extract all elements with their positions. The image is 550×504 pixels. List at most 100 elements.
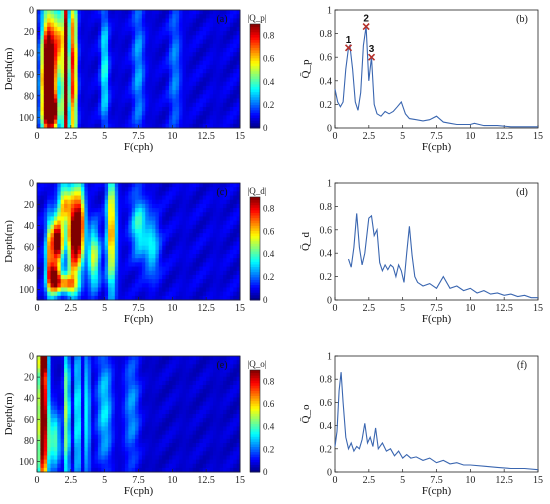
heatmap-cell (172, 295, 177, 301)
heatmap-cell (192, 102, 197, 108)
heatmap-cell (145, 409, 150, 415)
heatmap-cell (101, 295, 106, 301)
heatmap-cell (53, 270, 58, 276)
heatmap-cell (216, 187, 221, 192)
heatmap-cell (209, 434, 214, 440)
heatmap-cell (236, 195, 241, 201)
heatmap-cell (212, 195, 217, 201)
heatmap-cell (111, 115, 116, 121)
heatmap-cell (212, 414, 217, 419)
heatmap-cell (128, 385, 133, 390)
heatmap-cell (40, 220, 45, 226)
heatmap-cell (43, 389, 48, 394)
heatmap-cell (168, 94, 173, 99)
heatmap-cell (162, 287, 167, 293)
heatmap-cell (192, 447, 197, 452)
panel-b-ytick-label: 0.6 (320, 53, 333, 64)
heatmap-cell (60, 26, 65, 32)
heatmap-cell (47, 237, 52, 242)
heatmap-cell (135, 360, 139, 365)
heatmap-cell (114, 90, 119, 95)
heatmap-cell (189, 64, 194, 70)
heatmap-cell (84, 14, 89, 19)
heatmap-cell (57, 111, 62, 116)
heatmap-cell (229, 438, 234, 444)
heatmap-cell (37, 220, 41, 226)
heatmap-cell (53, 401, 58, 407)
panel-c-ylabel: Depth(m) (3, 220, 15, 263)
heatmap-cell (148, 187, 153, 192)
heatmap-cell (185, 447, 190, 452)
heatmap-cell (172, 35, 177, 40)
heatmap-cell (108, 443, 112, 448)
heatmap-cell (87, 102, 92, 108)
heatmap-cell (165, 73, 170, 78)
heatmap-cell (226, 254, 231, 259)
heatmap-cell (40, 274, 45, 280)
heatmap-cell (192, 56, 197, 62)
colorbar-segment (250, 294, 260, 298)
heatmap-cell (223, 405, 227, 411)
heatmap-cell (199, 262, 204, 268)
heatmap-cell (148, 90, 153, 95)
heatmap-cell (121, 438, 126, 444)
heatmap-cell (131, 368, 136, 374)
heatmap-cell (223, 245, 227, 251)
heatmap-cell (162, 60, 167, 66)
heatmap-cell (165, 360, 170, 365)
heatmap-cell (158, 249, 163, 255)
heatmap-cell (97, 270, 102, 276)
heatmap-cell (155, 438, 160, 444)
heatmap-cell (43, 94, 48, 99)
heatmap-cell (216, 47, 221, 53)
heatmap-cell (94, 258, 99, 263)
heatmap-cell (152, 191, 156, 197)
heatmap-cell (223, 216, 227, 222)
heatmap-cell (185, 69, 190, 74)
heatmap-cell (60, 43, 65, 49)
heatmap-cell (199, 195, 204, 201)
heatmap-cell (121, 35, 126, 40)
heatmap-cell (202, 183, 207, 188)
heatmap-cell (80, 249, 85, 255)
heatmap-cell (199, 434, 204, 440)
panel-e: 0 2.5 5 7.5 10 12.5 15F(cph)020406080100Depth(… (3, 352, 275, 498)
heatmap-cell (64, 60, 68, 66)
heatmap-cell (209, 249, 214, 255)
heatmap-cell (121, 389, 126, 394)
heatmap-cell (155, 119, 160, 125)
heatmap-cell (37, 405, 41, 411)
heatmap-cell (60, 274, 65, 280)
heatmap-cell (114, 123, 119, 129)
heatmap-cell (91, 397, 96, 403)
heatmap-cell (80, 233, 85, 238)
heatmap-cell (91, 224, 96, 230)
heatmap-cell (131, 69, 136, 74)
heatmap-cell (104, 220, 109, 226)
heatmap-cell (74, 187, 79, 192)
heatmap-cell (131, 397, 136, 403)
heatmap-cell (118, 102, 123, 108)
heatmap-cell (185, 443, 190, 448)
heatmap-cell (118, 18, 123, 24)
heatmap-cell (121, 372, 126, 378)
heatmap-cell (91, 52, 96, 57)
heatmap-cell (118, 287, 123, 293)
heatmap-cell (128, 245, 133, 251)
heatmap-cell (67, 385, 72, 390)
heatmap-cell (158, 191, 163, 197)
heatmap-cell (179, 356, 183, 361)
heatmap-cell (145, 262, 150, 268)
heatmap-cell (199, 393, 204, 398)
heatmap-cell (77, 389, 82, 394)
heatmap-cell (162, 409, 167, 415)
heatmap-cell (50, 199, 55, 205)
heatmap-cell (145, 10, 150, 15)
heatmap-cell (145, 279, 150, 284)
heatmap-cell (135, 52, 139, 57)
heatmap-cell (40, 22, 45, 28)
heatmap-cell (104, 47, 109, 53)
heatmap-cell (162, 39, 167, 45)
heatmap-cell (155, 426, 160, 432)
heatmap-cell (128, 254, 133, 259)
